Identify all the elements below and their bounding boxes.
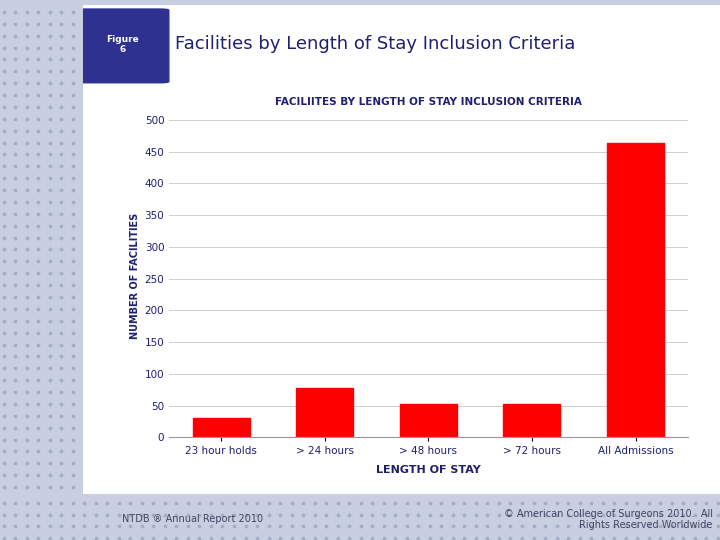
Bar [297, 388, 354, 437]
X-axis label: LENGTH OF STAY: LENGTH OF STAY [376, 465, 481, 475]
FancyBboxPatch shape [76, 9, 168, 83]
Y-axis label: NUMBER OF FACILITIES: NUMBER OF FACILITIES [130, 212, 140, 339]
Bar [607, 143, 664, 437]
Bar [503, 404, 560, 437]
Bar [193, 418, 250, 437]
Text: Facilities by Length of Stay Inclusion Criteria: Facilities by Length of Stay Inclusion C… [175, 35, 575, 53]
Text: Figure
6: Figure 6 [107, 35, 139, 54]
Bar [400, 404, 457, 437]
Title: FACILIITES BY LENGTH OF STAY INCLUSION CRITERIA: FACILIITES BY LENGTH OF STAY INCLUSION C… [275, 97, 582, 107]
Text: NTDB ® Annual Report 2010: NTDB ® Annual Report 2010 [122, 514, 264, 524]
Text: © American College of Surgeons 2010.  All
Rights Reserved Worldwide: © American College of Surgeons 2010. All… [504, 509, 713, 530]
